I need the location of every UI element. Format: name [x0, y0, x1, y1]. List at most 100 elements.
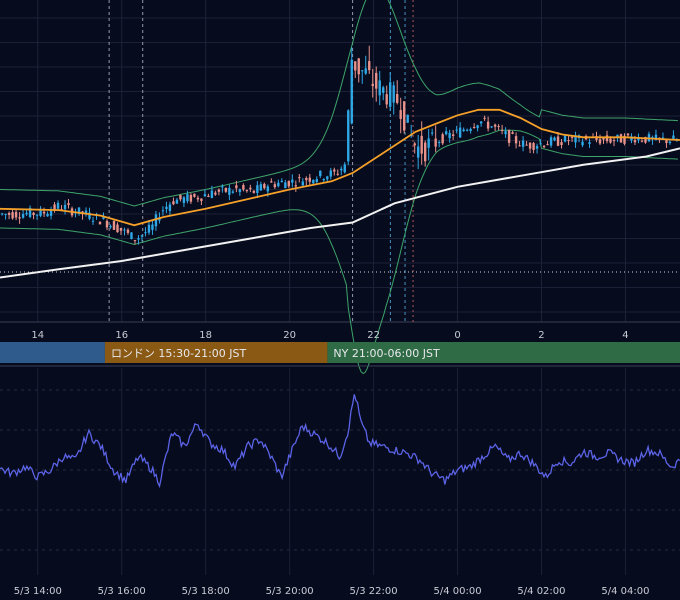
candle-body — [567, 140, 570, 142]
candle-body — [458, 127, 462, 138]
candle-body — [336, 173, 339, 175]
candle-body — [42, 211, 46, 214]
candle-body — [406, 114, 409, 123]
candle-body — [396, 94, 399, 103]
candle-body — [472, 127, 476, 129]
candle-body — [455, 129, 458, 131]
candle-body — [28, 207, 32, 217]
candle-body — [221, 186, 224, 188]
candle-body — [532, 143, 535, 150]
candle-body — [389, 82, 392, 107]
candle-body — [315, 179, 318, 183]
candle-body — [507, 130, 511, 143]
candle-body — [151, 224, 154, 230]
moving-averages — [0, 108, 680, 279]
candle-body — [476, 125, 479, 129]
candle-body — [291, 179, 294, 183]
osc-x-tick-label: 5/3 14:00 — [14, 586, 62, 597]
candle-body — [133, 240, 137, 242]
candle-body — [525, 144, 528, 146]
candle-body — [441, 134, 444, 144]
candle-body — [18, 217, 21, 219]
price-grid — [0, 0, 680, 323]
osc-x-tick-label: 5/4 04:00 — [601, 586, 649, 597]
candle-body — [35, 214, 39, 216]
candle-body — [403, 101, 406, 131]
candle-body — [91, 220, 95, 222]
candle-body — [154, 214, 158, 227]
candle-body — [518, 145, 521, 147]
candle-body — [413, 143, 416, 146]
candle-body — [500, 129, 504, 131]
price-x-tick-label: 20 — [283, 330, 296, 341]
candle-body — [259, 184, 263, 191]
oscillator-series — [0, 394, 680, 489]
candlesticks — [0, 45, 679, 245]
candle-body — [56, 202, 60, 209]
candle-body — [182, 197, 186, 203]
candle-body — [196, 197, 200, 200]
candle-body — [556, 136, 560, 146]
bollinger-lower — [0, 129, 678, 375]
candle-body — [266, 186, 270, 192]
candle-body — [546, 144, 549, 146]
candle-body — [32, 212, 35, 216]
candle-body — [119, 227, 123, 231]
candle-body — [147, 224, 151, 233]
candle-body — [105, 220, 109, 228]
price-x-tick-label: 14 — [31, 330, 44, 341]
candle-body — [511, 132, 514, 134]
candle-body — [626, 133, 630, 136]
candle-body — [322, 179, 325, 181]
session-label: ロンドン 15:30-21:00 JST — [111, 347, 247, 360]
candle-body — [483, 117, 486, 119]
candle-body — [161, 210, 165, 212]
candle-body — [497, 126, 500, 128]
candle-body — [193, 193, 196, 197]
candle-body — [245, 190, 249, 192]
price-x-tick-label: 0 — [454, 330, 460, 341]
osc-x-tick-label: 5/3 18:00 — [182, 586, 230, 597]
candle-body — [354, 61, 357, 71]
candle-body — [277, 182, 280, 187]
candle-body — [88, 212, 91, 219]
candle-body — [130, 232, 133, 240]
moving-average-long — [0, 147, 680, 279]
candle-body — [280, 180, 284, 183]
candle-body — [308, 177, 311, 182]
candle-body — [298, 177, 301, 179]
candle-body — [126, 229, 130, 233]
price-x-tick-label: 4 — [622, 330, 628, 341]
candle-body — [84, 210, 88, 215]
osc-x-tick-label: 5/4 00:00 — [433, 586, 481, 597]
candle-body — [392, 85, 395, 103]
session-label: NY 21:00-06:00 JST — [333, 347, 440, 360]
osc-x-tick-label: 5/3 16:00 — [98, 586, 146, 597]
osc-x-tick-label: 5/3 22:00 — [350, 586, 398, 597]
candle-body — [340, 168, 343, 171]
candle-body — [98, 221, 102, 225]
candle-body — [347, 110, 350, 162]
price-x-tick-label: 2 — [538, 330, 544, 341]
osc-x-tick-label: 5/3 20:00 — [266, 586, 314, 597]
candle-body — [49, 210, 53, 216]
candle-body — [661, 137, 665, 139]
price-x-tick-label: 18 — [199, 330, 212, 341]
candle-body — [168, 204, 172, 211]
candle-body — [469, 128, 472, 131]
candle-body — [203, 194, 207, 197]
candle-body — [109, 225, 112, 228]
candle-body — [249, 187, 252, 190]
candle-body — [67, 203, 70, 206]
candle-body — [528, 142, 532, 149]
candle-body — [486, 121, 490, 129]
candle-body — [39, 208, 42, 216]
session-bar: ロンドン 15:30-21:00 JST NY 21:00-06:00 JST — [0, 342, 680, 367]
candle-body — [619, 134, 623, 143]
candle-body — [333, 169, 336, 172]
session-segment — [104, 342, 328, 363]
candle-body — [451, 134, 455, 136]
candle-body — [423, 142, 427, 162]
candle-body — [116, 224, 119, 233]
candle-body — [504, 131, 507, 135]
